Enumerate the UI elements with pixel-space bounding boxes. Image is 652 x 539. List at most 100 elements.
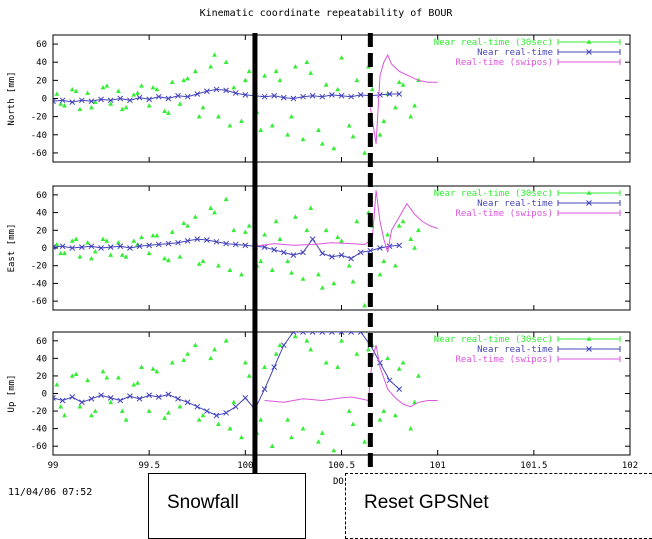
realtime-series-line — [264, 345, 438, 408]
y-tick-label: -20 — [31, 113, 47, 123]
near-point — [146, 392, 153, 399]
near-point — [338, 252, 345, 258]
near30-point — [354, 351, 360, 356]
near30-point — [77, 404, 83, 409]
near-point — [98, 392, 104, 399]
near30-point — [154, 86, 160, 92]
near30-point — [73, 88, 79, 94]
near30-point — [354, 218, 360, 224]
near30-point — [362, 302, 367, 308]
near-point — [271, 246, 278, 253]
near-point — [204, 88, 210, 95]
near30-point — [392, 412, 398, 418]
near30-point — [408, 114, 414, 119]
near30-point — [289, 270, 294, 275]
near-point — [242, 92, 249, 98]
near30-point — [100, 368, 106, 374]
near30-point — [273, 218, 279, 224]
near30-point — [123, 254, 129, 259]
near-point — [53, 98, 56, 105]
near30-point — [58, 404, 64, 409]
near30-point — [385, 232, 391, 237]
near30-point — [169, 360, 175, 365]
near30-point — [262, 232, 267, 237]
near30-point — [77, 254, 83, 259]
x-tick-label: 101.5 — [520, 461, 547, 471]
near-point — [107, 244, 114, 250]
near30-point — [223, 196, 229, 202]
near-point — [155, 394, 162, 400]
near-point — [53, 395, 56, 401]
near30-point — [304, 227, 310, 233]
near30-point — [131, 382, 137, 387]
near30-point — [227, 426, 233, 431]
realtime-series-line — [254, 190, 438, 253]
near-point — [117, 397, 124, 404]
near-point — [165, 240, 172, 247]
y-tick-label: 40 — [36, 209, 47, 219]
near-point — [146, 96, 153, 103]
near30-point — [104, 83, 110, 88]
near30-point — [316, 127, 321, 133]
near-point — [78, 97, 85, 104]
near30-point — [285, 417, 291, 422]
near-point — [88, 243, 95, 250]
near30-point — [54, 382, 60, 387]
near-point — [290, 332, 297, 335]
near30-point — [242, 77, 248, 83]
near30-point — [162, 415, 167, 420]
near30-point — [177, 254, 183, 259]
near30-point — [269, 443, 275, 449]
near30-point — [308, 205, 314, 210]
near-point — [357, 332, 364, 335]
near-point — [127, 393, 133, 399]
near-point — [329, 332, 335, 335]
realtime-series-line — [369, 53, 438, 144]
near30-point — [316, 271, 321, 277]
near30-point — [104, 238, 110, 243]
near30-point — [400, 82, 406, 87]
y-axis-label: Up [mm] — [7, 375, 17, 413]
near30-point — [154, 233, 160, 238]
near-point — [136, 94, 143, 101]
near-point — [319, 93, 326, 100]
near30-point — [316, 439, 321, 444]
near30-point — [385, 355, 391, 361]
near30-point — [77, 106, 83, 112]
near30-point — [369, 86, 375, 92]
near30-point — [139, 364, 144, 369]
near30-point — [346, 123, 352, 128]
near30-point — [292, 64, 298, 69]
reset-gpsnet-label: Reset GPSNet — [364, 492, 489, 513]
near-point — [290, 252, 297, 258]
plot-data — [53, 332, 438, 453]
near30-point — [285, 132, 291, 137]
y-tick-label: 0 — [42, 95, 47, 105]
near30-point — [139, 234, 144, 240]
near30-point — [227, 267, 233, 272]
near30-point — [166, 110, 171, 115]
near-point — [223, 240, 229, 247]
snowfall-label: Snowfall — [167, 492, 239, 513]
near-point — [261, 386, 268, 392]
near-point — [69, 394, 76, 400]
legend-marker — [586, 336, 592, 341]
near30-point — [300, 426, 306, 431]
near-point — [348, 332, 354, 335]
near-point — [319, 250, 326, 257]
near30-point — [339, 338, 344, 343]
near-point — [98, 245, 104, 251]
near30-point — [300, 276, 306, 281]
near30-point — [350, 134, 356, 139]
near30-point — [89, 412, 94, 418]
near30-point — [135, 380, 141, 385]
near30-point — [73, 236, 79, 241]
near30-point — [92, 99, 98, 104]
near30-point — [208, 64, 214, 69]
near-point — [271, 92, 278, 99]
near-point — [232, 90, 239, 96]
near-point — [213, 412, 220, 419]
near-point — [88, 98, 95, 105]
x-tick-label: 101 — [430, 461, 446, 471]
